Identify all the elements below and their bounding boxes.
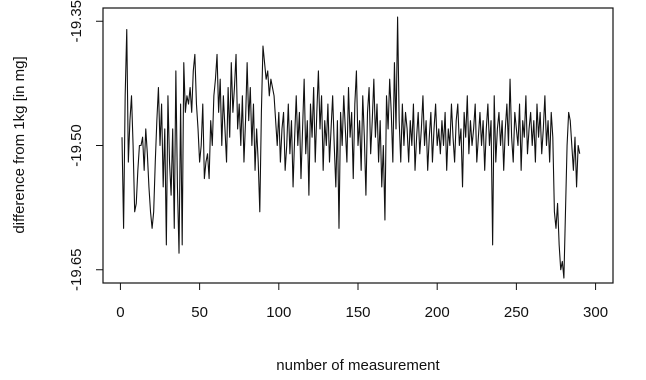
y-axis-label: difference from 1kg [in mg] <box>11 56 28 233</box>
x-axis-label: number of measurement <box>276 357 440 374</box>
data-line <box>121 16 581 279</box>
x-tick-label: 0 <box>116 304 124 321</box>
y-tick-label: -19.65 <box>68 248 85 291</box>
x-tick-label: 150 <box>345 304 370 321</box>
x-tick-label: 250 <box>504 304 529 321</box>
y-tick-label: -19.35 <box>68 0 85 43</box>
y-tick-label: -19.50 <box>68 124 85 167</box>
x-tick-label: 50 <box>191 304 208 321</box>
x-tick-label: 300 <box>583 304 608 321</box>
x-tick-label: 100 <box>266 304 291 321</box>
x-tick-label: 200 <box>425 304 450 321</box>
